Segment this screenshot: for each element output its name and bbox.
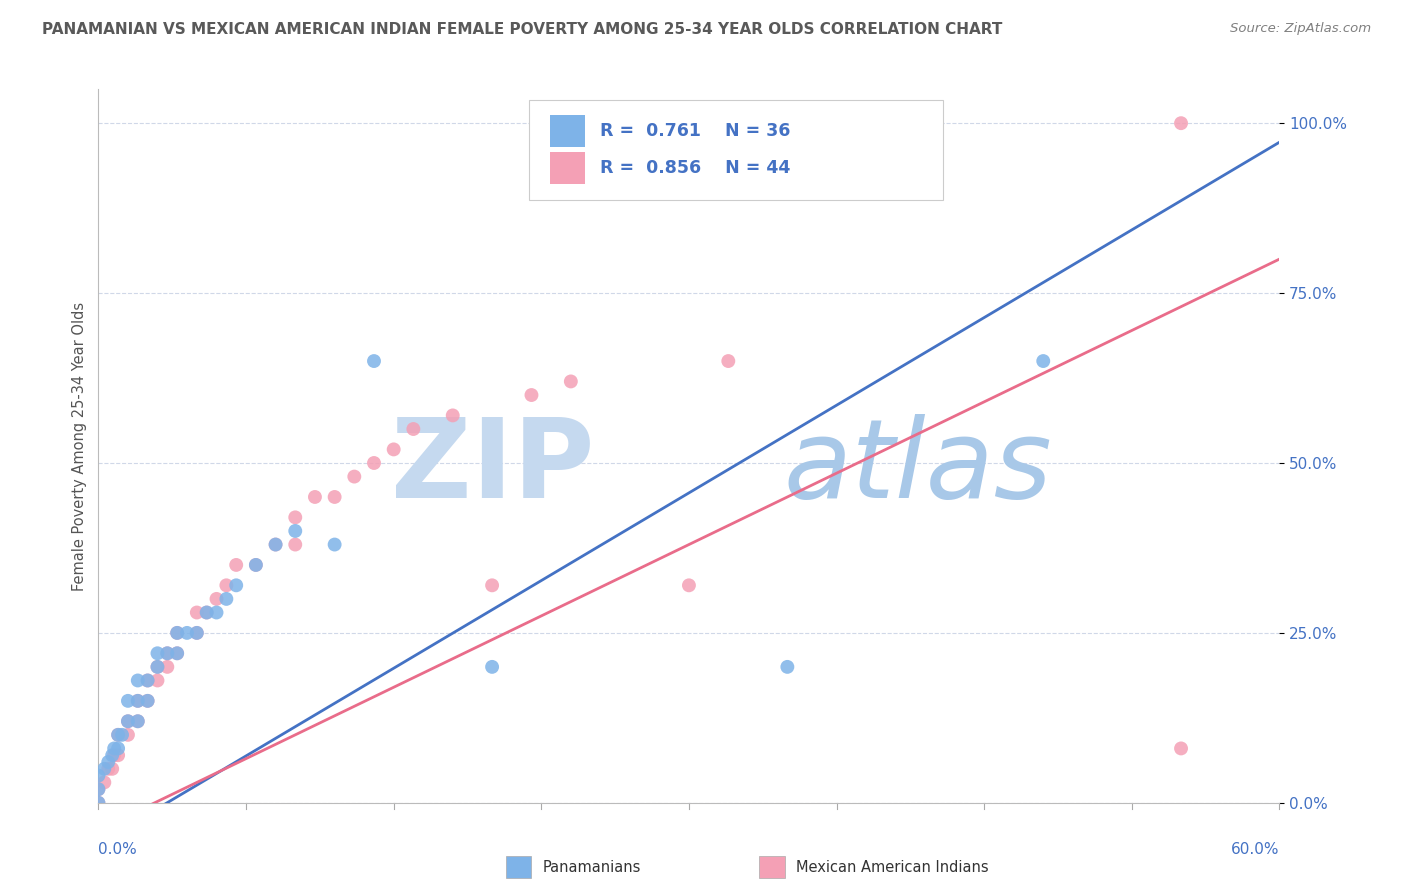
Point <box>205 606 228 620</box>
Point <box>481 660 503 674</box>
Point <box>382 442 405 457</box>
Point <box>441 409 464 423</box>
Point <box>215 591 238 606</box>
Point <box>284 524 307 538</box>
Point <box>117 694 139 708</box>
Text: PANAMANIAN VS MEXICAN AMERICAN INDIAN FEMALE POVERTY AMONG 25-34 YEAR OLDS CORRE: PANAMANIAN VS MEXICAN AMERICAN INDIAN FE… <box>42 22 1002 37</box>
Text: 0.0%: 0.0% <box>98 842 138 857</box>
Point <box>136 673 159 688</box>
Point <box>146 646 169 660</box>
Point <box>402 422 425 436</box>
Point <box>363 456 385 470</box>
Bar <box>550 152 585 184</box>
Point <box>146 660 169 674</box>
Point <box>166 626 188 640</box>
Text: 60.0%: 60.0% <box>1232 842 1279 857</box>
Text: R =  0.856    N = 44: R = 0.856 N = 44 <box>600 159 790 177</box>
Point <box>101 748 124 763</box>
Point <box>101 762 124 776</box>
Point <box>107 728 129 742</box>
Y-axis label: Female Poverty Among 25-34 Year Olds: Female Poverty Among 25-34 Year Olds <box>72 301 87 591</box>
Text: Panamanians: Panamanians <box>543 860 641 874</box>
Point <box>215 578 238 592</box>
Point <box>156 646 179 660</box>
Point <box>776 660 799 674</box>
Point <box>87 782 110 797</box>
Text: atlas: atlas <box>783 414 1052 521</box>
Point <box>264 537 287 551</box>
Point <box>186 606 208 620</box>
Text: R =  0.761    N = 36: R = 0.761 N = 36 <box>600 121 790 139</box>
Point <box>481 578 503 592</box>
Point <box>127 694 149 708</box>
Point <box>284 537 307 551</box>
Point <box>127 714 149 729</box>
Point <box>97 755 120 769</box>
Point <box>146 673 169 688</box>
Point <box>111 728 134 742</box>
Point <box>195 606 218 620</box>
Point <box>127 714 149 729</box>
Point <box>117 714 139 729</box>
Point <box>93 775 115 789</box>
Point <box>103 748 125 763</box>
Point <box>107 748 129 763</box>
Point <box>176 626 198 640</box>
Point <box>166 626 188 640</box>
Text: ZIP: ZIP <box>391 414 595 521</box>
Point <box>678 578 700 592</box>
Point <box>156 660 179 674</box>
Point <box>304 490 326 504</box>
Point <box>117 714 139 729</box>
Point <box>1170 116 1192 130</box>
Point <box>87 796 110 810</box>
Point <box>717 354 740 368</box>
Point <box>363 354 385 368</box>
Point <box>107 741 129 756</box>
FancyBboxPatch shape <box>530 100 943 200</box>
Point <box>87 796 110 810</box>
Point <box>127 673 149 688</box>
Point <box>186 626 208 640</box>
Point <box>245 558 267 572</box>
Point <box>136 673 159 688</box>
Point <box>117 728 139 742</box>
Point <box>1170 741 1192 756</box>
Point <box>560 375 582 389</box>
Point <box>156 646 179 660</box>
Point <box>93 762 115 776</box>
Text: Mexican American Indians: Mexican American Indians <box>796 860 988 874</box>
Point <box>97 762 120 776</box>
Point <box>103 741 125 756</box>
Point <box>284 510 307 524</box>
Point <box>195 606 218 620</box>
Point <box>186 626 208 640</box>
Point <box>166 646 188 660</box>
Point <box>264 537 287 551</box>
Point <box>520 388 543 402</box>
Point <box>323 537 346 551</box>
Point <box>323 490 346 504</box>
Point <box>87 769 110 783</box>
Point <box>127 694 149 708</box>
Point <box>136 694 159 708</box>
Point <box>1032 354 1054 368</box>
Point <box>146 660 169 674</box>
Point <box>343 469 366 483</box>
Point <box>107 728 129 742</box>
Point <box>245 558 267 572</box>
Point <box>166 646 188 660</box>
Point <box>225 578 247 592</box>
Point <box>225 558 247 572</box>
Point <box>136 694 159 708</box>
Point <box>205 591 228 606</box>
Point <box>87 782 110 797</box>
Bar <box>550 114 585 146</box>
Text: Source: ZipAtlas.com: Source: ZipAtlas.com <box>1230 22 1371 36</box>
